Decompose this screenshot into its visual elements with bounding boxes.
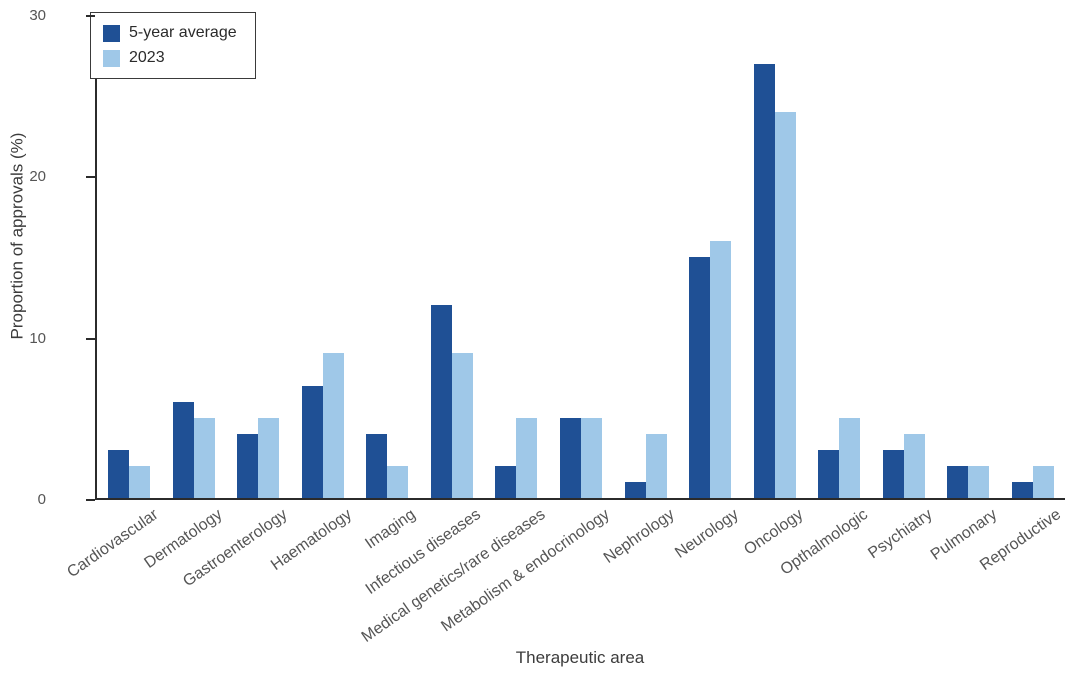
x-tick-label: Psychiatry bbox=[865, 506, 936, 563]
bar-group-haematology: Haematology bbox=[268, 16, 355, 574]
y-tick-mark bbox=[86, 15, 95, 17]
x-tick-label: Imaging bbox=[362, 506, 420, 553]
y-tick-label: 0 bbox=[37, 491, 46, 508]
bar-group-nephrology: Nephrology bbox=[600, 16, 677, 567]
plot-area: Cardiovascular Dermatology Gastroenterolog… bbox=[64, 16, 1065, 646]
bar-group-psychiatry: Psychiatry bbox=[865, 16, 935, 562]
legend-swatch-5-year-average bbox=[103, 24, 120, 42]
bar-2023 bbox=[129, 465, 151, 498]
bar-group-cardiovascular: Cardiovascular bbox=[64, 16, 161, 581]
legend-label-2023: 2023 bbox=[129, 49, 165, 66]
x-tick-label: Nephrology bbox=[600, 506, 678, 567]
x-axis-title: Therapeutic area bbox=[515, 648, 645, 667]
bar-2023 bbox=[258, 417, 280, 498]
bar-group-pulmonary: Pulmonary bbox=[928, 16, 1000, 564]
bar-5-year-average bbox=[301, 385, 323, 498]
bar-2023 bbox=[645, 433, 667, 498]
bar-5-year-average bbox=[495, 465, 517, 498]
bar-5-year-average bbox=[366, 433, 388, 498]
bar-group-dermatology: Dermatology bbox=[141, 16, 226, 572]
bar-5-year-average bbox=[753, 64, 775, 498]
y-tick-label: 30 bbox=[29, 7, 46, 24]
bar-2023 bbox=[387, 465, 409, 498]
bar-2023 bbox=[839, 417, 861, 498]
bar-5-year-average bbox=[882, 449, 904, 498]
bar-5-year-average bbox=[237, 433, 259, 498]
bar-5-year-average bbox=[947, 465, 969, 498]
bar-2023 bbox=[968, 465, 990, 498]
bar-5-year-average bbox=[559, 417, 581, 498]
x-tick-label: Cardiovascular bbox=[63, 506, 162, 582]
bar-5-year-average bbox=[1011, 481, 1033, 498]
bar-2023 bbox=[1032, 465, 1054, 498]
y-axis-title: Proportion of approvals (%) bbox=[7, 132, 26, 340]
legend-item-2023: 2023 bbox=[103, 49, 237, 67]
bar-group-oncology: Oncology bbox=[741, 16, 806, 559]
y-tick-mark bbox=[86, 337, 95, 340]
bar-group-reproductive: Reproductive bbox=[977, 16, 1064, 574]
y-axis-title-wrap: Proportion of approvals (%) bbox=[0, 16, 34, 456]
bar-2023 bbox=[710, 240, 732, 498]
bar-group-metabolism-endocrinology: Metabolism & endocrinology bbox=[438, 16, 613, 635]
bar-group-gastroenterology: Gastroenterology bbox=[180, 16, 290, 590]
bar-group-neurology: Neurology bbox=[672, 16, 742, 562]
bar-5-year-average bbox=[818, 449, 840, 498]
bar-5-year-average bbox=[430, 305, 452, 498]
bar-2023 bbox=[580, 417, 602, 498]
x-tick-label: Infectious diseases bbox=[362, 506, 484, 598]
legend-label-5-year-average: 5-year average bbox=[129, 24, 237, 41]
bar-2023 bbox=[774, 112, 796, 498]
x-tick-label: Neurology bbox=[672, 506, 742, 562]
legend-item-5-year-average: 5-year average bbox=[103, 24, 237, 42]
bar-group-opthalmologic: Opthalmologic bbox=[777, 16, 871, 579]
bar-5-year-average bbox=[172, 401, 194, 498]
y-tick-mark bbox=[86, 176, 95, 179]
bar-group-medical-genetics-rare-diseases: Medical genetics/rare diseases bbox=[359, 16, 548, 646]
bar-group-imaging: Imaging bbox=[363, 16, 419, 553]
bar-5-year-average bbox=[624, 481, 646, 498]
bar-2023 bbox=[193, 417, 215, 498]
bar-2023 bbox=[322, 353, 344, 498]
bar-5-year-average bbox=[689, 257, 711, 498]
legend-swatch-2023 bbox=[103, 49, 120, 67]
bar-group-infectious-diseases: Infectious diseases bbox=[362, 16, 484, 598]
bar-2023 bbox=[903, 433, 925, 498]
y-tick-label: 10 bbox=[29, 329, 46, 347]
y-tick-mark bbox=[86, 499, 95, 501]
bar-2023 bbox=[451, 353, 473, 498]
bar-2023 bbox=[516, 417, 538, 498]
legend: 5-year average 2023 bbox=[90, 12, 256, 79]
bar-5-year-average bbox=[108, 449, 130, 498]
y-tick-label: 20 bbox=[29, 168, 46, 186]
